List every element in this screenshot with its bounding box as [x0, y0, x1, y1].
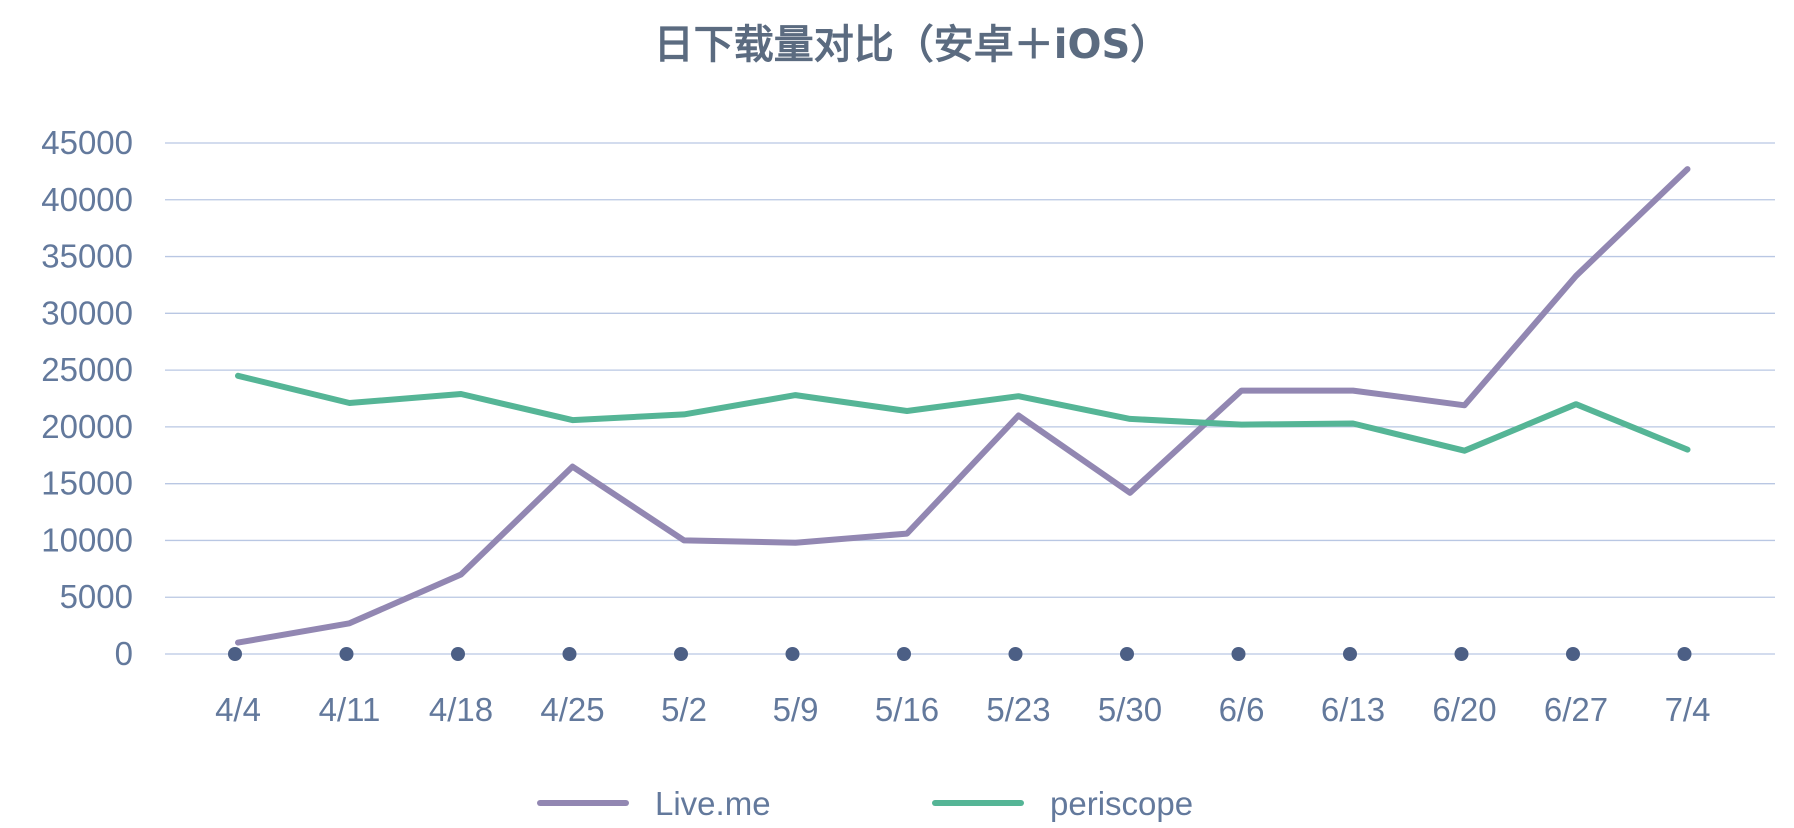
x-tick-label: 7/4 [1665, 691, 1711, 728]
x-tick-label: 5/9 [773, 691, 819, 728]
baseline-marker [1677, 647, 1692, 661]
legend-label: periscope [1050, 785, 1193, 822]
legend-label: Live.me [655, 785, 771, 822]
x-tick-label: 4/25 [540, 691, 604, 728]
x-tick-label: 4/18 [429, 691, 493, 728]
baseline-marker [1454, 647, 1469, 661]
legend-item-periscope: periscope [932, 785, 1193, 822]
baseline-marker [1231, 647, 1246, 661]
y-tick-label: 25000 [41, 351, 133, 388]
legend: Live.me periscope [537, 785, 1193, 822]
baseline-marker [897, 647, 911, 661]
baseline-marker [785, 647, 800, 661]
series-lines [235, 166, 1691, 646]
grid-lines [165, 142, 1775, 655]
x-tick-label: 5/16 [875, 691, 939, 728]
y-tick-label: 10000 [41, 521, 133, 558]
baseline-marker [339, 647, 354, 661]
baseline-marker [562, 647, 577, 661]
x-tick-label: 6/27 [1544, 691, 1608, 728]
y-tick-label: 30000 [41, 294, 133, 331]
x-tick-label: 4/11 [319, 691, 381, 728]
x-tick-label: 6/13 [1321, 691, 1385, 728]
x-tick-label: 4/4 [215, 691, 261, 728]
y-axis-tick-labels: 0 5000 10000 15000 20000 25000 30000 35000 40000… [41, 124, 133, 672]
y-tick-label: 15000 [41, 465, 133, 502]
chart-title: 日下载量对比（安卓＋iOS） [654, 22, 1171, 68]
y-tick-label: 40000 [41, 181, 133, 218]
y-tick-label: 0 [115, 635, 133, 672]
x-tick-label: 5/2 [661, 691, 707, 728]
x-tick-label: 6/20 [1432, 691, 1496, 728]
baseline-marker [1120, 647, 1134, 661]
legend-item-live-me: Live.me [537, 785, 771, 822]
baseline-marker [1343, 647, 1357, 661]
x-axis-tick-labels: 4/4 4/11 4/18 4/25 5/2 5/9 5/16 5/23 5/30 6/6 6/13… [215, 691, 1710, 728]
x-tick-label: 5/23 [986, 691, 1050, 728]
y-tick-label: 5000 [60, 578, 133, 615]
y-tick-label: 35000 [41, 238, 133, 275]
y-tick-label: 20000 [41, 408, 133, 445]
y-tick-label: 45000 [41, 124, 133, 161]
baseline-marker [451, 647, 465, 661]
x-tick-label: 6/6 [1219, 691, 1265, 728]
baseline-markers [228, 647, 1692, 661]
baseline-marker [674, 647, 688, 661]
x-tick-label: 5/30 [1098, 691, 1162, 728]
baseline-marker [1566, 647, 1580, 661]
baseline-marker [228, 647, 242, 661]
series-line-periscope [235, 372, 1691, 454]
series-line-live-me [235, 166, 1691, 646]
baseline-marker [1008, 647, 1023, 661]
